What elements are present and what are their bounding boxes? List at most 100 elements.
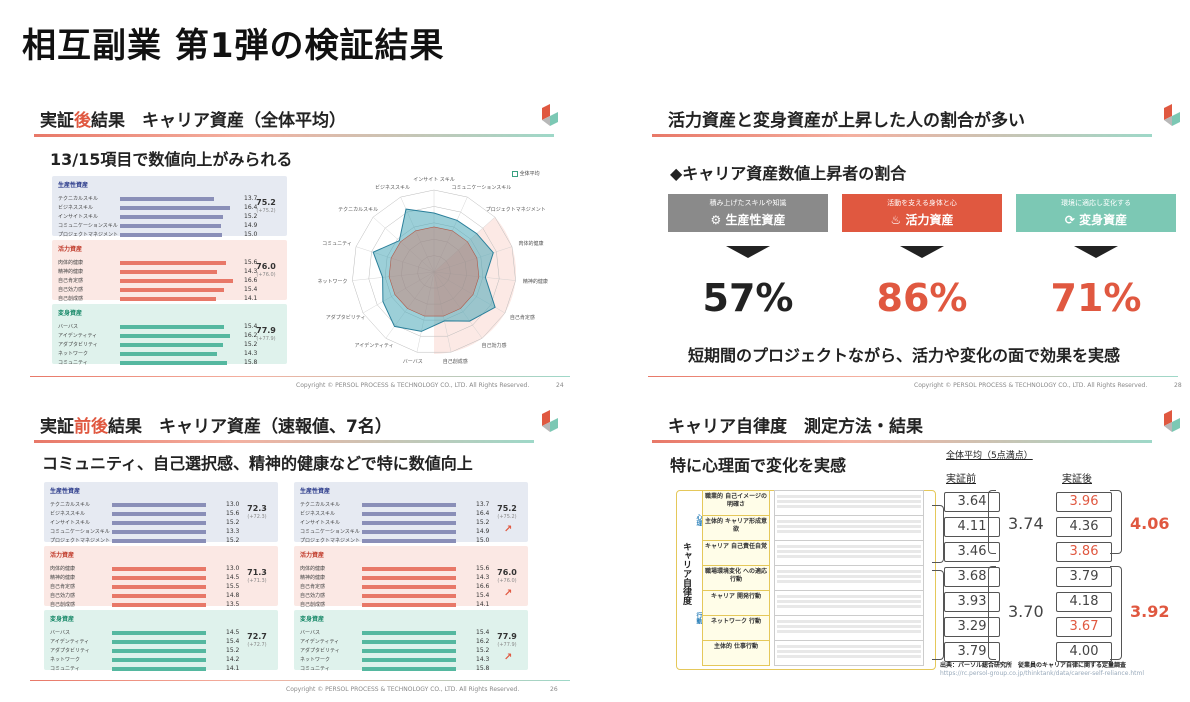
asset-label: アイデンティティ	[50, 639, 90, 645]
group-average-sub: (+77.9)	[256, 336, 276, 342]
asset-label: 自己創成感	[50, 602, 76, 608]
asset-value: 14.3	[244, 268, 258, 275]
asset-value: 13.7	[244, 195, 258, 202]
asset-label: インサイトスキル	[300, 520, 341, 526]
group-average: 75.2	[497, 504, 517, 513]
group-average-sub: (+75.2)	[256, 208, 276, 214]
asset-label: 自己効力感	[58, 287, 84, 293]
asset-row: 精神的健康 14.3	[300, 573, 534, 582]
asset-row: アダプタビリティ 15.2	[50, 646, 284, 655]
asset-row: プロジェクトマネジメント 15.0	[58, 230, 293, 239]
asset-value: 15.2	[226, 519, 240, 526]
asset-row: ネットワーク 14.3	[300, 655, 534, 664]
asset-value: 15.0	[244, 231, 258, 238]
asset-bar	[120, 224, 221, 228]
group-title: 生産性資産	[50, 488, 81, 495]
slide-title: キャリア自律度 測定方法・結果	[668, 417, 923, 437]
group-title: 変身資産	[300, 616, 325, 623]
category-description	[774, 515, 924, 541]
asset-label: 精神的健康	[300, 575, 326, 581]
asset-row: 自己肯定感 15.5	[50, 582, 284, 591]
autonomy-category: ネットワーク 行動	[702, 615, 770, 641]
radar-axis-label: プロジェクトマネジメント	[485, 207, 546, 214]
asset-bar	[362, 640, 456, 644]
slide-career-autonomy: キャリア自律度 測定方法・結果 特に心理面で変化を実感 全体平均（5点満点） 実…	[648, 402, 1188, 698]
asset-row: プロジェクトマネジメント 15.0	[300, 536, 534, 545]
asset-label: バーバス	[300, 630, 320, 636]
after-score: 3.86	[1056, 542, 1112, 562]
asset-row: バーバス 15.4	[300, 628, 534, 637]
asset-bar	[362, 521, 456, 525]
asset-label: アダプタビリティ	[50, 648, 90, 654]
group-title: 活力資産	[50, 552, 75, 559]
asset-label: ビジネススキル	[58, 205, 94, 211]
asset-group: 生産性資産 テクニカルスキル 13.7 ビジネススキル 16.4 インサイトスキル 15.2…	[294, 482, 528, 544]
asset-value: 14.9	[476, 528, 490, 535]
footer-rule	[30, 376, 570, 377]
title-rule	[652, 134, 1152, 137]
arrow-down-icon	[726, 246, 770, 258]
vitality-box: 活動を支える身体と心 ♨ 活力資産	[842, 194, 1002, 232]
footer-rule	[648, 376, 1178, 377]
up-arrow-icon: ↗	[504, 652, 513, 663]
before-score: 3.29	[944, 617, 1000, 637]
asset-value: 15.8	[244, 359, 258, 366]
asset-value: 14.1	[244, 295, 258, 302]
asset-label: アダプタビリティ	[300, 648, 340, 654]
box-subtitle: 積み上げたスキルや知識	[709, 199, 787, 207]
before-average-mind: 3.74	[1008, 514, 1044, 533]
asset-bar	[112, 567, 206, 571]
group-average: 77.9	[256, 326, 276, 335]
source-link[interactable]: https://rc.persol-group.co.jp/thinktank/…	[940, 670, 1144, 677]
slide-career-assets-before-after: 実証前後結果 キャリア資産（速報値、7名） コミュニティ、自己選択感、精神的健康…	[30, 402, 578, 698]
asset-label: 自己創成感	[300, 602, 326, 608]
asset-row: 自己効力感 14.8	[50, 591, 284, 600]
box-label: ♨ 活力資産	[890, 213, 954, 227]
asset-value: 16.2	[476, 638, 490, 645]
asset-row: アダプタビリティ 15.2	[58, 340, 293, 349]
asset-bar	[120, 233, 222, 237]
asset-row: 自己創成感 14.1	[300, 600, 534, 609]
asset-value: 16.4	[244, 204, 258, 211]
slide-title: 実証後結果 キャリア資産（全体平均）	[40, 111, 346, 131]
asset-bar	[112, 658, 206, 662]
asset-label: アイデンティティ	[58, 333, 98, 339]
slide-subtitle: 13/15項目で数値向上がみられる	[50, 150, 293, 169]
asset-row: 自己創成感 13.5	[50, 600, 284, 609]
asset-value: 15.0	[476, 537, 490, 544]
asset-row: インサイトスキル 15.2	[300, 518, 534, 527]
group-average: 72.3	[247, 504, 267, 513]
asset-value: 14.1	[476, 601, 490, 608]
asset-value: 15.6	[244, 259, 258, 266]
asset-row: 自己肯定感 16.6	[58, 276, 293, 285]
asset-bar	[362, 576, 456, 580]
after-average-action: 3.92	[1130, 602, 1170, 621]
radar-axis-label: テクニカルスキル	[338, 207, 379, 214]
asset-row: コミュニケーションスキル 13.3	[50, 527, 284, 536]
asset-value: 16.6	[476, 583, 490, 590]
radar-axis-label: 肉体的健康	[518, 240, 544, 247]
asset-row: コミュニティ 14.1	[50, 664, 284, 673]
asset-bar	[120, 206, 231, 210]
title-rule	[34, 134, 554, 137]
asset-row: ビジネススキル 15.6	[50, 509, 284, 518]
radar-axis-label: コミュニケーションスキル	[451, 184, 512, 191]
before-score: 3.79	[944, 642, 1000, 662]
asset-label: アイデンティティ	[300, 639, 340, 645]
asset-value: 15.4	[244, 286, 258, 293]
footer-rule	[30, 680, 570, 681]
slide-career-assets-after: 実証後結果 キャリア資産（全体平均） 13/15項目で数値向上がみられる 生産性…	[30, 96, 578, 390]
copyright: Copyright © PERSOL PROCESS & TECHNOLOGY …	[914, 382, 1148, 389]
after-score: 4.00	[1056, 642, 1112, 662]
asset-bar	[112, 603, 206, 607]
radar-axis-label: 精神的健康	[522, 278, 548, 285]
asset-label: コミュニケーションスキル	[50, 529, 110, 535]
radar-axis-label: バーバス	[402, 358, 423, 365]
group-title: 変身資産	[50, 616, 75, 623]
asset-bar	[120, 334, 231, 338]
slide-title: 実証前後結果 キャリア資産（速報値、7名）	[40, 417, 392, 437]
asset-value: 15.6	[476, 565, 490, 572]
asset-label: 肉体的健康	[50, 566, 76, 572]
asset-bar	[120, 270, 218, 274]
group-average: 76.0	[256, 262, 276, 271]
